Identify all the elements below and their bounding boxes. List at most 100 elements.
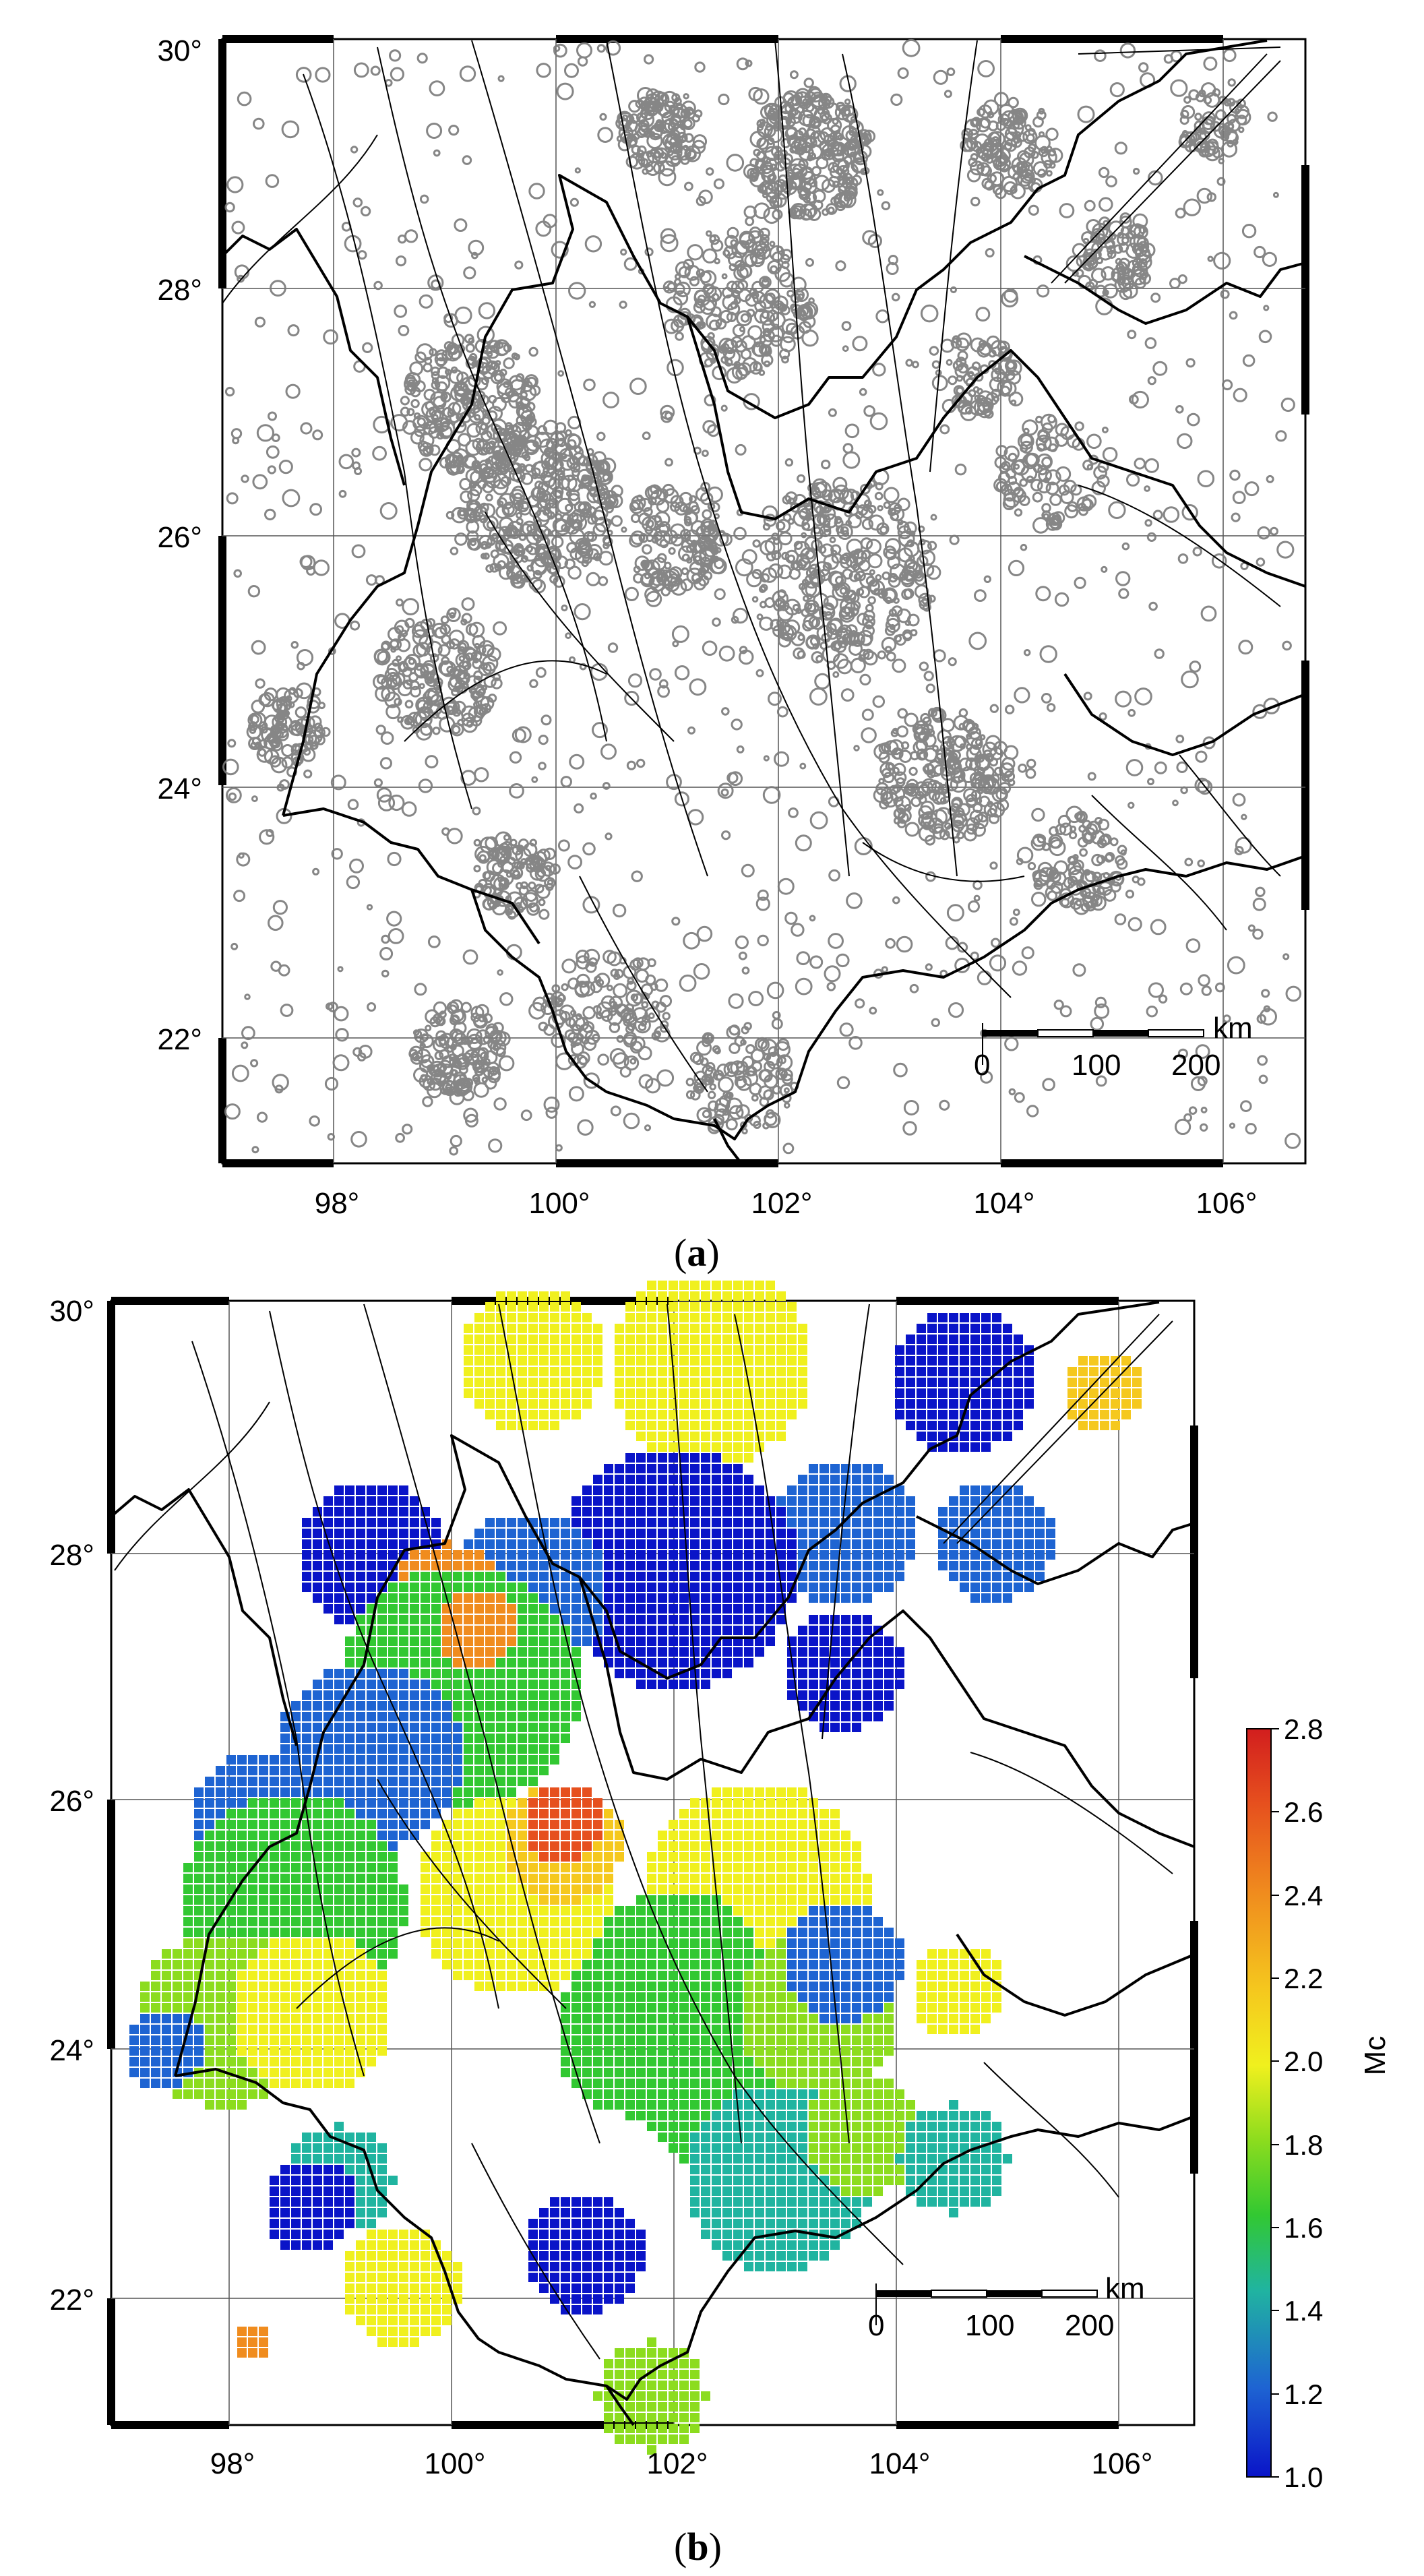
mc-grid-cell: [992, 1572, 1001, 1581]
epicenter-marker: [280, 1004, 294, 1017]
epicenter-marker: [446, 828, 463, 845]
mc-grid-cell: [722, 1442, 732, 1452]
mc-grid-cell: [1046, 1550, 1055, 1560]
epicenter-marker: [1115, 690, 1132, 708]
epicenter-marker: [394, 698, 402, 706]
epicenter-marker: [782, 495, 792, 505]
epicenter-marker: [770, 619, 782, 632]
epicenter-marker: [535, 667, 547, 678]
mc-grid-cell: [1111, 1399, 1120, 1409]
epicenter-marker: [1130, 268, 1147, 286]
epicenter-marker: [658, 679, 669, 689]
epicenter-marker: [1117, 845, 1127, 855]
epicenter-marker: [524, 454, 531, 462]
epicenter-marker: [1094, 996, 1107, 1009]
epicenter-marker: [658, 521, 671, 534]
epicenter-marker: [769, 245, 785, 262]
mc-grid-cell: [1121, 1399, 1131, 1409]
mc-grid-cell: [507, 1324, 516, 1333]
mc-grid-cell: [539, 1313, 549, 1322]
mc-grid-cell: [571, 1507, 581, 1516]
epicenter-marker: [674, 791, 690, 807]
epicenter-marker: [559, 454, 576, 471]
epicenter-marker: [741, 1026, 749, 1035]
mc-grid-cell: [733, 1410, 743, 1419]
epicenter-marker: [460, 1035, 470, 1045]
mc-grid-cell: [787, 1518, 797, 1527]
mc-grid-cell: [518, 1399, 527, 1409]
epicenter-marker: [728, 771, 743, 787]
epicenter-marker: [1094, 817, 1103, 826]
epicenter-marker: [1181, 670, 1199, 689]
mc-grid-cell: [636, 1464, 646, 1473]
epicenter-marker: [634, 555, 650, 571]
mc-grid-cell: [733, 1421, 743, 1430]
mc-grid-cell: [485, 1324, 495, 1333]
epicenter-marker: [926, 565, 941, 580]
mc-grid-cell: [550, 1302, 559, 1312]
mc-grid-cell: [722, 1356, 732, 1366]
mc-grid-cell: [895, 1529, 904, 1538]
epicenter-marker: [1126, 472, 1140, 487]
mc-grid-cell: [981, 1388, 991, 1398]
epicenter-marker: [238, 852, 245, 859]
epicenter-marker: [829, 536, 836, 544]
mc-grid-cell: [906, 1529, 915, 1538]
epicenter-marker: [722, 1108, 730, 1116]
mc-grid-cell: [819, 1583, 829, 1592]
mc-grid-cell: [744, 1324, 753, 1333]
mc-grid-cell: [938, 1378, 948, 1387]
epicenter-marker: [1229, 311, 1238, 320]
epicenter-marker: [709, 1083, 716, 1091]
mc-grid-cell: [981, 1561, 991, 1570]
epicenter-marker: [1014, 687, 1030, 704]
epicenter-marker: [722, 249, 731, 257]
mc-grid-cell: [593, 1324, 602, 1333]
epicenter-marker: [890, 506, 905, 522]
epicenter-marker: [805, 636, 819, 650]
mc-grid-cell: [636, 1475, 646, 1484]
epicenter-marker: [1082, 248, 1098, 263]
epicenter-marker: [885, 617, 901, 634]
epicenter-marker: [534, 431, 551, 448]
epicenter-marker: [801, 301, 819, 318]
mc-grid-cell: [787, 1367, 797, 1376]
epicenter-marker: [1144, 485, 1150, 492]
epicenter-marker: [1074, 812, 1082, 820]
epicenter-marker: [425, 687, 440, 703]
mc-grid-cell: [949, 1421, 958, 1430]
epicenter-marker: [764, 360, 771, 368]
epicenter-marker: [312, 429, 323, 441]
epicenter-marker: [400, 396, 410, 406]
epicenter-marker: [473, 670, 483, 681]
mc-grid-cell: [981, 1572, 991, 1581]
epicenter-marker: [1088, 278, 1098, 288]
epicenter-marker: [410, 685, 421, 698]
mc-grid-cell: [970, 1518, 980, 1527]
epicenter-marker: [1008, 1088, 1016, 1096]
mc-grid-cell: [518, 1324, 527, 1333]
epicenter-marker: [1012, 909, 1020, 916]
epicenter-marker: [392, 672, 406, 686]
epicenter-marker: [460, 490, 473, 503]
epicenter-marker: [729, 263, 737, 272]
mc-grid-cell: [863, 1593, 872, 1603]
epicenter-marker: [1039, 645, 1057, 663]
mc-grid-cell: [970, 1561, 980, 1570]
mc-grid-cell: [582, 1388, 592, 1398]
epicenter-marker: [375, 725, 386, 735]
epicenter-marker: [410, 1051, 424, 1065]
epicenter-marker: [1096, 886, 1105, 895]
epicenter-marker: [736, 745, 745, 754]
mc-grid-cell: [690, 1485, 700, 1495]
mc-grid-cell: [539, 1410, 549, 1419]
epicenter-marker: [809, 687, 828, 706]
mc-grid-cell: [615, 1518, 624, 1527]
epicenter-marker: [247, 585, 261, 598]
epicenter-marker: [733, 526, 747, 541]
epicenter-marker: [470, 1006, 485, 1020]
epicenter-marker: [567, 855, 582, 869]
epicenter-marker: [645, 163, 654, 173]
mc-grid-cell: [917, 1410, 926, 1419]
epicenter-marker: [704, 534, 716, 546]
